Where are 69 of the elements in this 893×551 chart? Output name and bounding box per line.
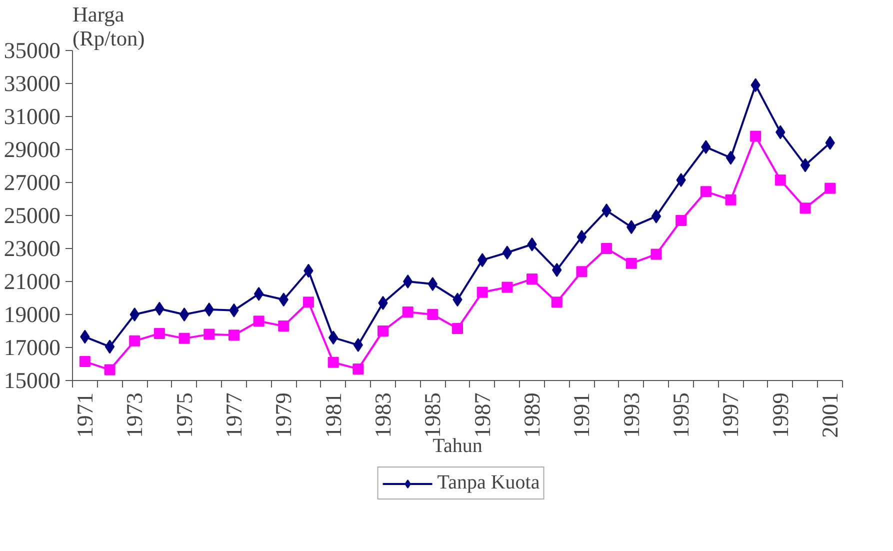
point [650, 248, 662, 260]
point [402, 274, 413, 288]
point [253, 316, 264, 327]
point [402, 306, 414, 318]
y-tick-label: 29000 [4, 137, 60, 162]
point [204, 328, 215, 340]
x-tick-label: 1989 [520, 392, 545, 438]
point [427, 309, 438, 320]
y-tick-label: 31000 [4, 104, 60, 129]
x-tick-label: 1999 [768, 392, 793, 438]
y-tick-label: 35000 [4, 38, 60, 63]
point [551, 296, 562, 308]
point [278, 320, 290, 332]
y-tick-label: 21000 [4, 269, 60, 294]
point [750, 130, 762, 142]
x-tick-label: 1979 [271, 392, 296, 438]
y-tick-label: 33000 [4, 71, 60, 96]
point [824, 182, 836, 194]
point [328, 330, 338, 345]
point [601, 243, 612, 254]
y-tick-label: 17000 [4, 335, 60, 360]
point [302, 296, 314, 308]
point [502, 282, 513, 293]
point [179, 308, 190, 322]
point [254, 286, 264, 301]
point [700, 186, 712, 198]
point [129, 335, 140, 346]
x-tick-label: 1995 [668, 392, 694, 438]
point [800, 202, 811, 214]
y-tick-label: 15000 [4, 368, 60, 393]
legend-label: Tanpa Kuota [437, 472, 540, 494]
point [452, 323, 463, 334]
point [774, 174, 786, 186]
x-tick-label: 1997 [718, 392, 744, 438]
point [154, 328, 165, 339]
point [352, 363, 364, 374]
y-tick-label: 27000 [4, 170, 60, 195]
point [576, 266, 588, 278]
y-axis-title: Harga (Rp/ton) [72, 2, 145, 50]
x-tick-label: 1971 [72, 392, 98, 438]
x-tick-label: 1993 [618, 392, 644, 438]
x-tick-label: 1973 [122, 392, 148, 438]
point [725, 194, 736, 206]
y-tick-label: 23000 [4, 236, 60, 261]
x-tick-label: 2001 [818, 392, 843, 438]
y-tick-label: 19000 [4, 302, 60, 327]
x-tick-label: 1981 [320, 392, 346, 438]
point [104, 340, 115, 354]
x-tick-label: 1991 [569, 392, 594, 438]
y-tick-label: 25000 [4, 203, 60, 228]
point [726, 150, 736, 165]
point [476, 286, 488, 298]
point [377, 326, 388, 336]
point [228, 330, 240, 341]
point [502, 246, 512, 260]
point [800, 158, 810, 172]
x-tick-label: 1977 [221, 392, 246, 438]
x-tick-label: 1983 [370, 392, 396, 438]
x-tick-label: 1975 [172, 392, 197, 438]
point [79, 356, 90, 368]
point [178, 332, 190, 344]
point [104, 364, 116, 376]
point [651, 209, 662, 224]
point [626, 258, 637, 269]
point [328, 356, 339, 368]
point [526, 274, 538, 285]
point [676, 214, 687, 226]
point [576, 230, 587, 244]
point [130, 308, 140, 322]
